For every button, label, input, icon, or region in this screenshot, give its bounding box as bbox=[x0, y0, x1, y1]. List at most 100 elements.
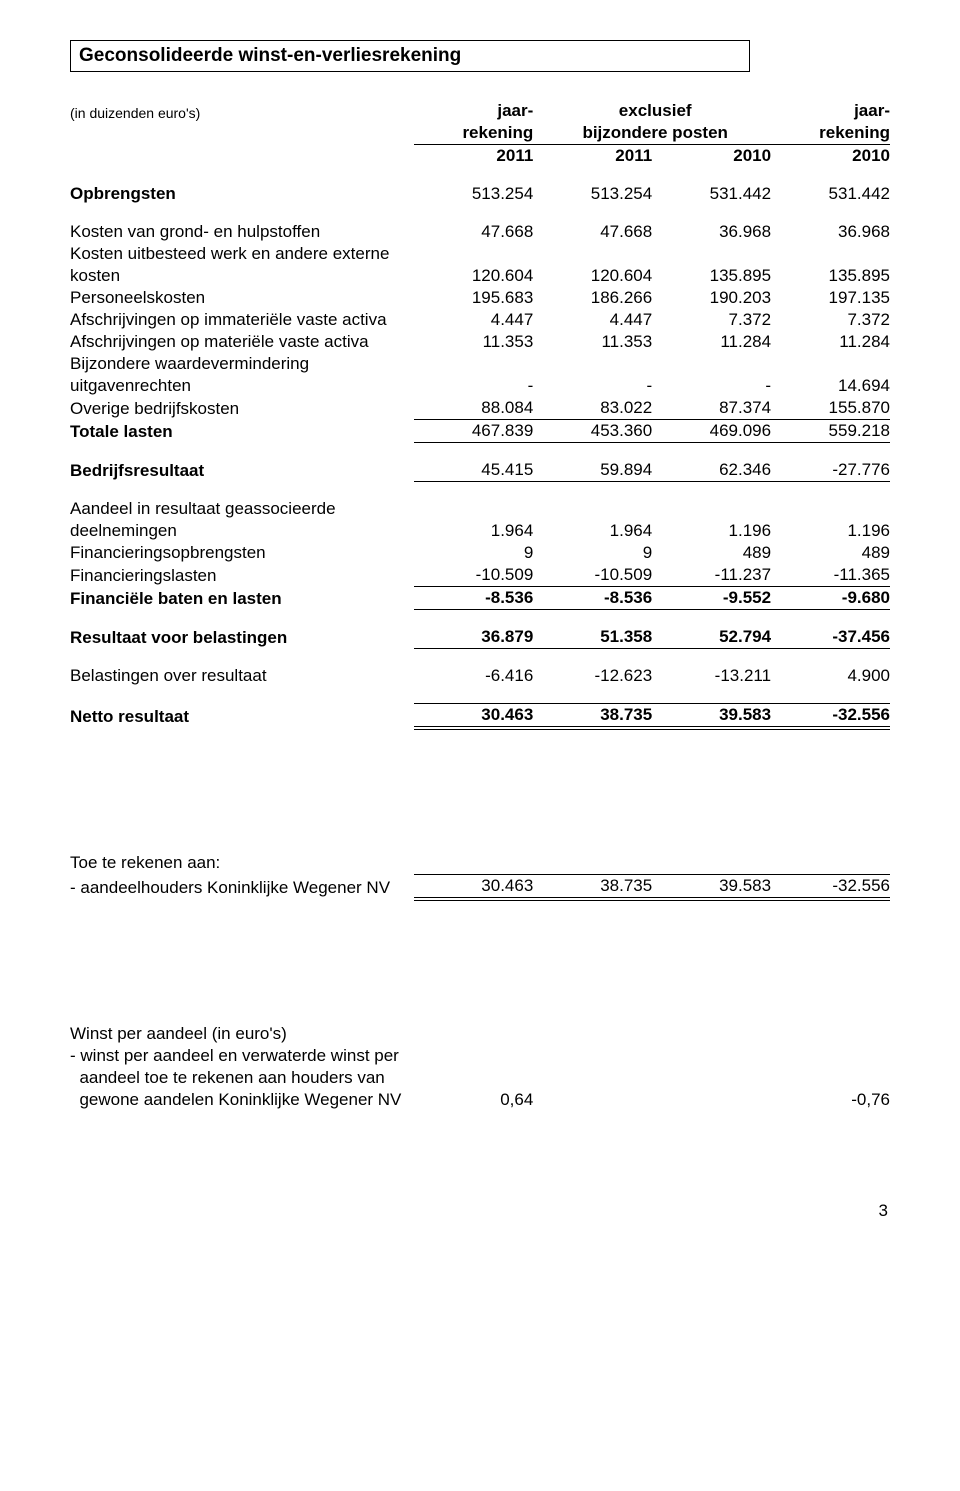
cell: -37.456 bbox=[771, 626, 890, 649]
cell: 11.353 bbox=[533, 331, 652, 353]
row-bedrijfsresultaat: Bedrijfsresultaat 45.415 59.894 62.346 -… bbox=[70, 459, 890, 482]
row-netto: Netto resultaat 30.463 38.735 39.583 -32… bbox=[70, 704, 890, 729]
cell-label: Kosten uitbesteed werk en andere externe bbox=[70, 243, 414, 265]
row-totale-lasten: Totale lasten 467.839 453.360 469.096 55… bbox=[70, 420, 890, 443]
cell: 453.360 bbox=[533, 420, 652, 443]
cell-label: Financieringslasten bbox=[70, 564, 414, 587]
row-wpa-c: gewone aandelen Koninklijke Wegener NV 0… bbox=[70, 1089, 890, 1111]
cell bbox=[652, 1089, 771, 1111]
row-aandeel-b: deelnemingen 1.964 1.964 1.196 1.196 bbox=[70, 520, 890, 542]
col2-year: 2011 bbox=[533, 145, 652, 168]
cell-label: Financiële baten en lasten bbox=[70, 587, 414, 610]
cell: 14.694 bbox=[771, 375, 890, 397]
cell: 4.447 bbox=[533, 309, 652, 331]
row-belastingen: Belastingen over resultaat -6.416 -12.62… bbox=[70, 665, 890, 687]
row-grond: Kosten van grond- en hulpstoffen 47.668 … bbox=[70, 221, 890, 243]
cell: 1.196 bbox=[652, 520, 771, 542]
cell: 135.895 bbox=[771, 265, 890, 287]
cell: 4.900 bbox=[771, 665, 890, 687]
cell-label: - aandeelhouders Koninklijke Wegener NV bbox=[70, 874, 414, 899]
row-wpa-a: - winst per aandeel en verwaterde winst … bbox=[70, 1045, 890, 1067]
cell-label: Kosten van grond- en hulpstoffen bbox=[70, 221, 414, 243]
cell: -9.552 bbox=[652, 587, 771, 610]
row-afschr-mat: Afschrijvingen op materiële vaste activa… bbox=[70, 331, 890, 353]
cell: -0,76 bbox=[771, 1089, 890, 1111]
col3-year: 2010 bbox=[652, 145, 771, 168]
cell: 195.683 bbox=[414, 287, 533, 309]
cell: -8.536 bbox=[533, 587, 652, 610]
cell: 62.346 bbox=[652, 459, 771, 482]
cell: 30.463 bbox=[414, 874, 533, 899]
row-uitbesteed-a: Kosten uitbesteed werk en andere externe bbox=[70, 243, 890, 265]
row-opbrengsten: Opbrengsten 513.254 513.254 531.442 531.… bbox=[70, 183, 890, 205]
cell-label: Bijzondere waardevermindering bbox=[70, 353, 414, 375]
cell-label: Bedrijfsresultaat bbox=[70, 459, 414, 482]
cell: -13.211 bbox=[652, 665, 771, 687]
cell: 7.372 bbox=[771, 309, 890, 331]
cell: 51.358 bbox=[533, 626, 652, 649]
cell-label: Financieringsopbrengsten bbox=[70, 542, 414, 564]
document-title: Geconsolideerde winst-en-verliesrekening bbox=[79, 45, 461, 66]
cell: 489 bbox=[771, 542, 890, 564]
col4-year: 2010 bbox=[771, 145, 890, 168]
cell: -6.416 bbox=[414, 665, 533, 687]
row-aandeelhouders: - aandeelhouders Koninklijke Wegener NV … bbox=[70, 874, 890, 899]
cell: -32.556 bbox=[771, 704, 890, 729]
cell: 38.735 bbox=[533, 874, 652, 899]
cell: 11.284 bbox=[652, 331, 771, 353]
cell: 47.668 bbox=[533, 221, 652, 243]
row-personeel: Personeelskosten 195.683 186.266 190.203… bbox=[70, 287, 890, 309]
col23-hdr-a: exclusief bbox=[533, 100, 771, 122]
row-wpa-b: aandeel toe te rekenen aan houders van bbox=[70, 1067, 890, 1089]
units-note: (in duizenden euro's) bbox=[70, 100, 414, 122]
cell: 186.266 bbox=[533, 287, 652, 309]
cell: 531.442 bbox=[652, 183, 771, 205]
cell-label: kosten bbox=[70, 265, 414, 287]
cell: 1.964 bbox=[533, 520, 652, 542]
page-number: 3 bbox=[70, 1201, 890, 1221]
page: Geconsolideerde winst-en-verliesrekening… bbox=[0, 0, 960, 1251]
cell-label: deelnemingen bbox=[70, 520, 414, 542]
cell-label: Personeelskosten bbox=[70, 287, 414, 309]
cell: 489 bbox=[652, 542, 771, 564]
cell: 88.084 bbox=[414, 397, 533, 420]
header-row-1: (in duizenden euro's) jaar- exclusief ja… bbox=[70, 100, 890, 122]
col1-hdr-a: jaar- bbox=[414, 100, 533, 122]
cell: -9.680 bbox=[771, 587, 890, 610]
cell: - bbox=[533, 375, 652, 397]
cell-label: aandeel toe te rekenen aan houders van bbox=[70, 1067, 414, 1089]
row-fin-opb: Financieringsopbrengsten 9 9 489 489 bbox=[70, 542, 890, 564]
header-row-3: 2011 2011 2010 2010 bbox=[70, 145, 890, 168]
cell-label: Afschrijvingen op immateriële vaste acti… bbox=[70, 309, 414, 331]
row-afschr-immat: Afschrijvingen op immateriële vaste acti… bbox=[70, 309, 890, 331]
cell: 52.794 bbox=[652, 626, 771, 649]
cell: 38.735 bbox=[533, 704, 652, 729]
cell: 9 bbox=[533, 542, 652, 564]
cell-label: - winst per aandeel en verwaterde winst … bbox=[70, 1045, 414, 1067]
income-statement-table: (in duizenden euro's) jaar- exclusief ja… bbox=[70, 100, 890, 1111]
cell: 36.879 bbox=[414, 626, 533, 649]
title-box: Geconsolideerde winst-en-verliesrekening bbox=[70, 40, 750, 72]
cell-label: Toe te rekenen aan: bbox=[70, 852, 414, 874]
cell-label: Winst per aandeel (in euro's) bbox=[70, 1023, 414, 1045]
row-wpa-hdr: Winst per aandeel (in euro's) bbox=[70, 1023, 890, 1045]
row-toe-rekenen: Toe te rekenen aan: bbox=[70, 852, 890, 874]
cell: 559.218 bbox=[771, 420, 890, 443]
cell-label: gewone aandelen Koninklijke Wegener NV bbox=[70, 1089, 414, 1111]
cell: 135.895 bbox=[652, 265, 771, 287]
row-bijz-a: Bijzondere waardevermindering bbox=[70, 353, 890, 375]
cell: -8.536 bbox=[414, 587, 533, 610]
cell: -10.509 bbox=[533, 564, 652, 587]
cell-label: Opbrengsten bbox=[70, 183, 414, 205]
col4-hdr-b: rekening bbox=[771, 122, 890, 145]
cell: 47.668 bbox=[414, 221, 533, 243]
cell-label: Totale lasten bbox=[70, 420, 414, 443]
row-aandeel-a: Aandeel in resultaat geassocieerde bbox=[70, 498, 890, 520]
cell: 120.604 bbox=[414, 265, 533, 287]
cell: -12.623 bbox=[533, 665, 652, 687]
cell: 7.372 bbox=[652, 309, 771, 331]
cell: 36.968 bbox=[771, 221, 890, 243]
row-res-voor-bel: Resultaat voor belastingen 36.879 51.358… bbox=[70, 626, 890, 649]
cell: -32.556 bbox=[771, 874, 890, 899]
cell: -11.237 bbox=[652, 564, 771, 587]
